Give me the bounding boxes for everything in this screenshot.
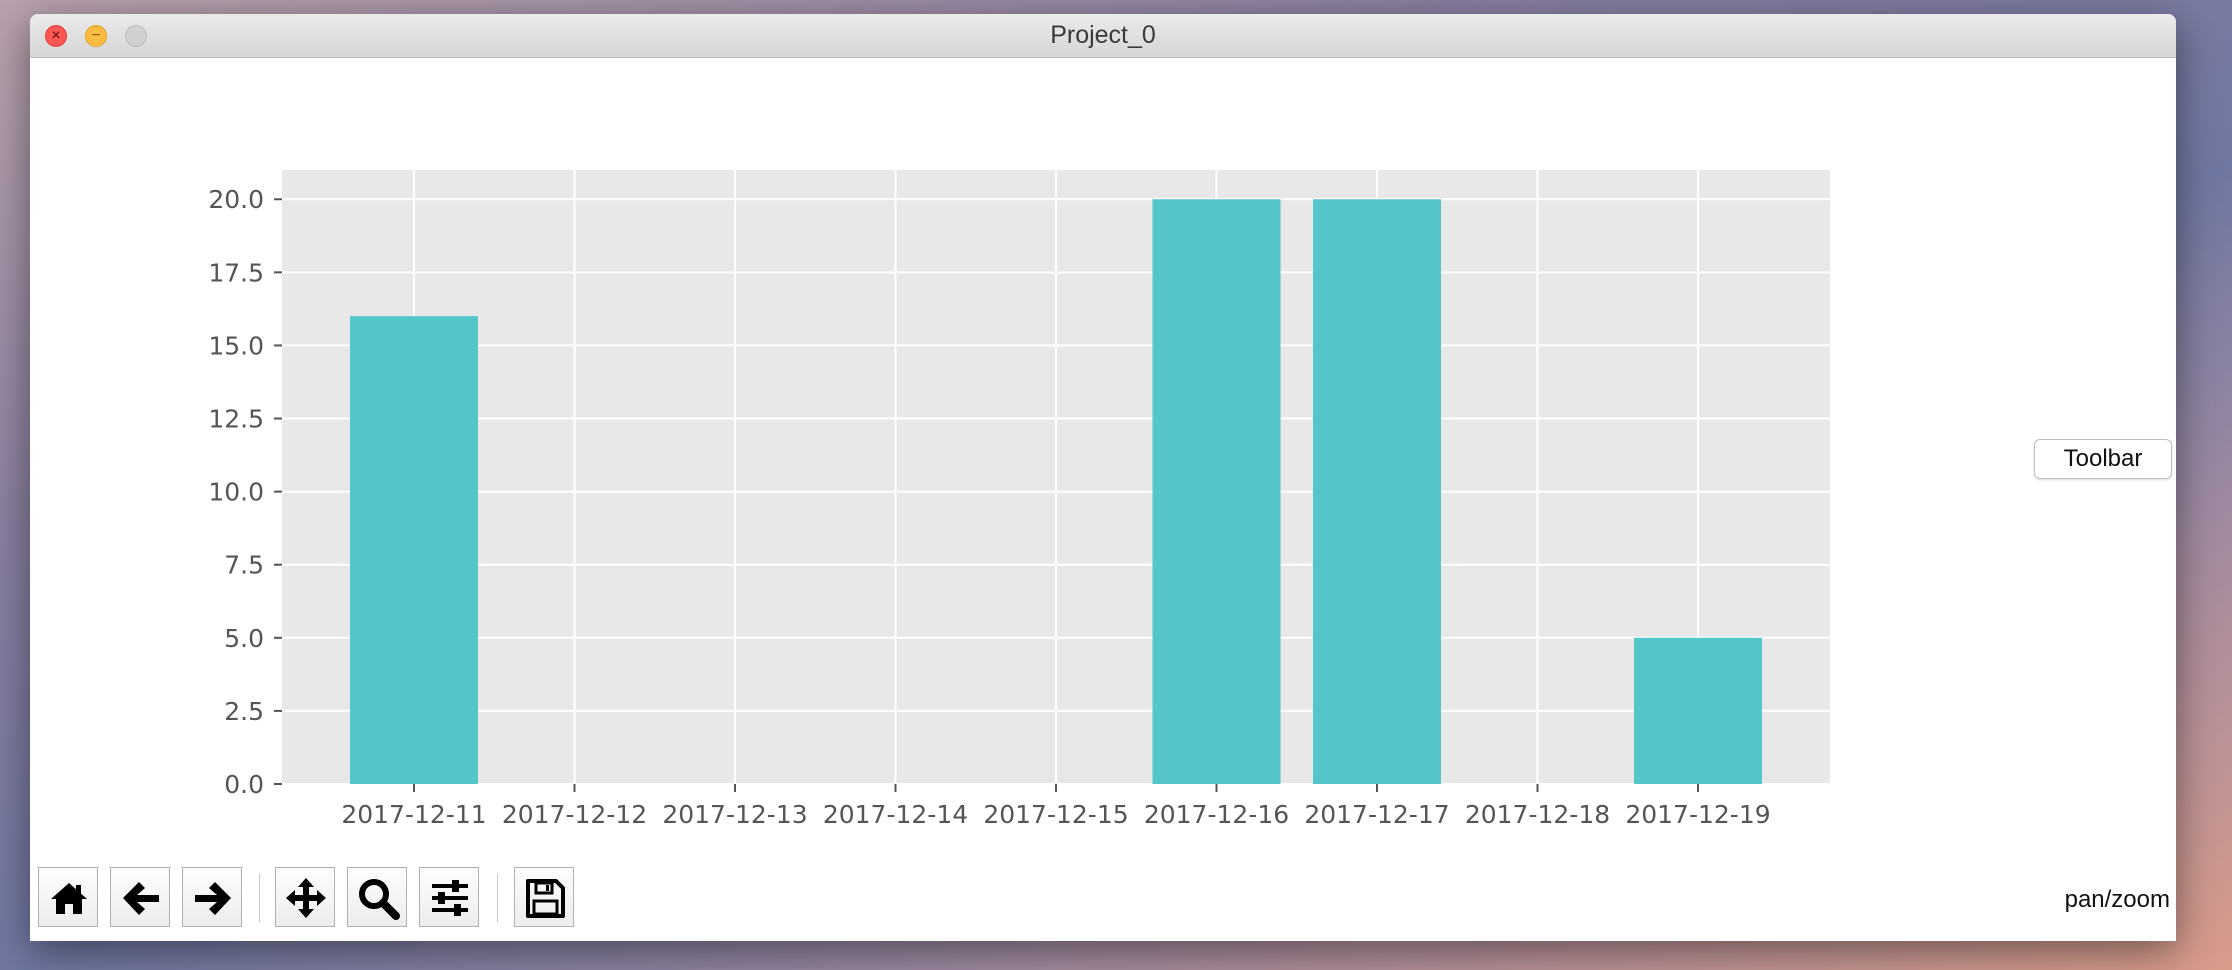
x-tick-label: 2017-12-12 xyxy=(502,800,647,829)
forward-button[interactable] xyxy=(182,867,242,927)
bar xyxy=(350,316,478,784)
toolbar-mode-status: pan/zoom xyxy=(2064,886,2170,913)
bar-chart[interactable]: 0.0 2.5 5.0 7.5 10.0 12.5 15.0 17.5 20.0 2017-12-… xyxy=(30,57,2176,857)
y-tick-label: 2.5 xyxy=(224,697,264,726)
x-tick-label: 2017-12-19 xyxy=(1625,800,1770,829)
arrow-left-icon xyxy=(123,882,159,915)
sliders-icon xyxy=(432,880,468,916)
floppy-disk-icon xyxy=(526,879,565,918)
pan-button[interactable] xyxy=(275,867,335,927)
minimize-window-button[interactable]: − xyxy=(85,25,107,47)
window-title: Project_0 xyxy=(1050,21,1156,49)
save-button[interactable] xyxy=(514,867,574,927)
y-tick-label: 17.5 xyxy=(208,258,264,287)
x-tick-label: 2017-12-17 xyxy=(1304,800,1449,829)
x-tick-label: 2017-12-14 xyxy=(823,800,968,829)
y-tick-label: 20.0 xyxy=(208,185,264,214)
zoom-button[interactable] xyxy=(347,867,407,927)
x-tick-label: 2017-12-15 xyxy=(983,800,1128,829)
back-button[interactable] xyxy=(110,867,170,927)
bar xyxy=(1313,199,1441,784)
x-tick-label: 2017-12-16 xyxy=(1144,800,1289,829)
x-tick-label: 2017-12-11 xyxy=(341,800,486,829)
move-arrows-icon xyxy=(286,878,326,918)
y-tick-label: 10.0 xyxy=(208,478,264,507)
arrow-right-icon xyxy=(195,882,231,915)
y-tick-label: 0.0 xyxy=(224,770,264,799)
x-tick-label: 2017-12-13 xyxy=(662,800,807,829)
title-bar: × − Project_0 xyxy=(30,14,2176,58)
y-tick-label: 12.5 xyxy=(208,405,264,434)
app-window: × − Project_0 0.0 2.5 5.0 7.5 10.0 12.5 15.0 17… xyxy=(30,14,2176,941)
y-tick-label: 5.0 xyxy=(224,624,264,653)
close-window-button[interactable]: × xyxy=(45,25,67,47)
toolbar-separator xyxy=(497,874,498,922)
close-icon: × xyxy=(51,27,61,44)
home-icon xyxy=(51,883,87,914)
y-tick-label: 7.5 xyxy=(224,551,264,580)
toolbar-button[interactable]: Toolbar xyxy=(2034,439,2172,479)
toolbar-separator xyxy=(259,874,260,922)
configure-subplots-button[interactable] xyxy=(419,867,479,927)
bar xyxy=(1634,637,1762,784)
maximize-window-button[interactable] xyxy=(125,25,147,47)
home-button[interactable] xyxy=(38,867,98,927)
bar xyxy=(1152,199,1281,784)
y-tick-label: 15.0 xyxy=(208,331,264,360)
magnifier-icon xyxy=(359,879,400,920)
minimize-icon: − xyxy=(91,27,101,44)
x-tick-label: 2017-12-18 xyxy=(1465,800,1610,829)
